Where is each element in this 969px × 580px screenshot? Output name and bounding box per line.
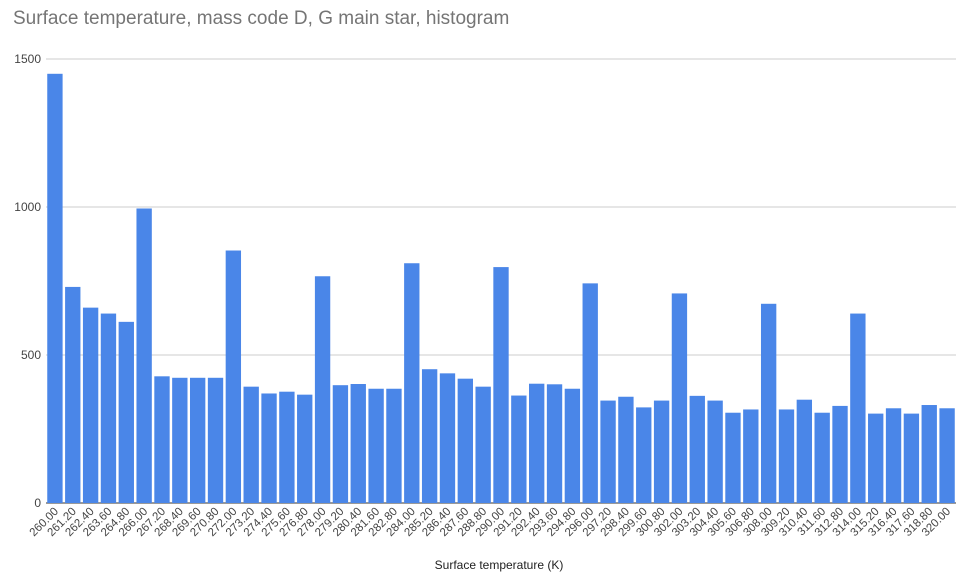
histogram-bar: [207, 377, 224, 503]
histogram-bar: [279, 391, 295, 503]
y-tick-label: 500: [21, 348, 41, 362]
histogram-bar: [118, 321, 134, 503]
histogram-bar: [868, 413, 884, 503]
histogram-bar: [546, 384, 563, 503]
histogram-bar: [189, 377, 206, 503]
histogram-bar: [796, 399, 813, 503]
histogram-bar: [47, 73, 63, 504]
histogram-bar: [564, 388, 581, 503]
histogram-bar: [136, 208, 152, 504]
histogram-bar: [671, 293, 688, 503]
histogram-bar: [600, 400, 616, 503]
x-axis-title: Surface temperature (K): [435, 558, 564, 572]
histogram-bar: [475, 386, 491, 503]
histogram-bar: [618, 396, 634, 503]
bars: [47, 73, 955, 504]
histogram-bar: [778, 409, 795, 503]
histogram-bar: [82, 307, 99, 503]
histogram-bar: [885, 408, 902, 503]
histogram-bar: [100, 313, 117, 503]
histogram-bar: [707, 400, 723, 503]
histogram-bar: [297, 394, 313, 503]
y-tick-label: 0: [34, 496, 41, 510]
histogram-bar: [154, 376, 170, 503]
x-axis-ticks: 260.00261.20262.40263.60264.80266.00267.…: [28, 506, 954, 539]
histogram-bar: [636, 407, 652, 503]
histogram-bar: [172, 377, 188, 503]
chart-title: Surface temperature, mass code D, G main…: [13, 8, 510, 29]
histogram-bar: [350, 384, 366, 503]
histogram-bar: [386, 388, 402, 503]
histogram-bar: [743, 409, 759, 503]
histogram-bar: [368, 388, 384, 503]
histogram-bar: [903, 413, 920, 503]
histogram-bar: [404, 263, 420, 503]
histogram-bar: [439, 373, 456, 503]
y-tick-label: 1500: [14, 52, 41, 66]
histogram-bar: [653, 400, 670, 503]
y-tick-label: 1000: [14, 200, 41, 214]
histogram-bar: [225, 250, 242, 503]
histogram-bar: [814, 412, 830, 503]
histogram-bar: [261, 393, 277, 503]
histogram-bar: [529, 383, 545, 503]
histogram-bar: [760, 303, 777, 503]
histogram-bar: [582, 283, 598, 503]
histogram-bar: [832, 405, 848, 503]
histogram-bar: [939, 408, 955, 503]
histogram-bar: [314, 276, 331, 503]
histogram-bar: [243, 386, 259, 503]
histogram-bar: [725, 412, 741, 503]
histogram-bar: [457, 378, 473, 503]
histogram-bar: [65, 286, 81, 503]
histogram-bar: [421, 369, 438, 503]
y-axis-ticks: 0 500 1000 1500: [14, 52, 41, 510]
histogram-bar: [689, 395, 705, 503]
histogram-bar: [511, 395, 527, 503]
histogram-bar: [493, 267, 509, 503]
histogram-bar: [332, 385, 349, 503]
histogram-bar: [850, 313, 866, 503]
histogram-bar: [921, 405, 937, 503]
